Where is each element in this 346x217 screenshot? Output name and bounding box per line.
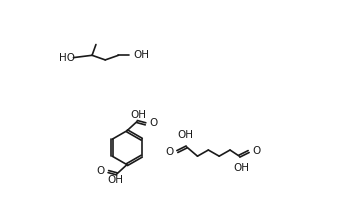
Text: O: O xyxy=(165,147,173,157)
Text: OH: OH xyxy=(107,175,123,185)
Text: OH: OH xyxy=(130,110,147,120)
Text: OH: OH xyxy=(177,130,193,140)
Text: O: O xyxy=(149,118,158,128)
Text: OH: OH xyxy=(133,50,149,60)
Text: OH: OH xyxy=(233,163,249,173)
Text: HO: HO xyxy=(58,53,74,63)
Text: O: O xyxy=(253,146,261,156)
Text: O: O xyxy=(96,166,104,176)
